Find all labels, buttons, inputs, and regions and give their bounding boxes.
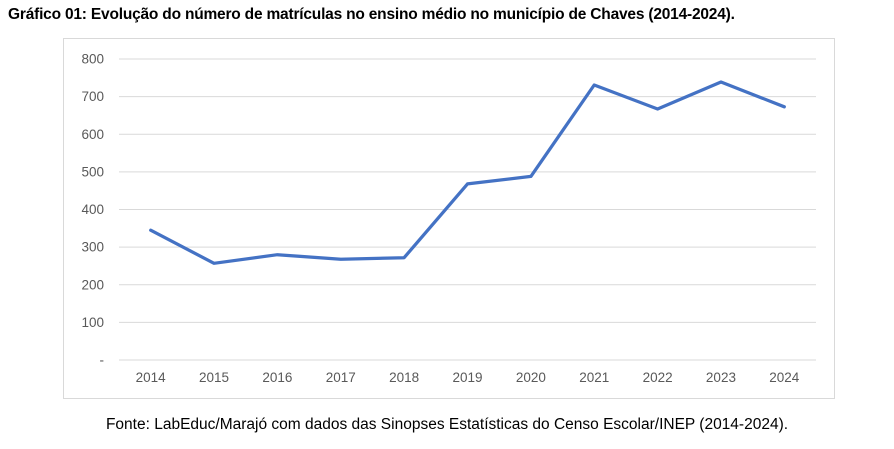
y-axis-tick-label: 800 <box>81 52 104 67</box>
x-axis-tick-label: 2018 <box>389 370 419 385</box>
chart-title: Gráfico 01: Evolução do número de matríc… <box>8 6 735 23</box>
y-axis-tick-label: - <box>100 353 105 368</box>
enrollment-series-line <box>149 80 786 265</box>
x-axis-tick-label: 2019 <box>452 370 482 385</box>
x-axis-tick-label: 2015 <box>199 370 229 385</box>
x-axis-tick-label: 2014 <box>136 370 167 385</box>
x-axis-tick-label: 2022 <box>643 370 673 385</box>
source-note: Fonte: LabEduc/Marajó com dados das Sino… <box>105 416 789 433</box>
y-axis-tick-label: 200 <box>81 277 104 292</box>
y-axis-tick-label: 500 <box>81 164 104 179</box>
y-axis-tick-label: 700 <box>81 89 104 104</box>
x-axis-tick-label: 2020 <box>516 370 546 385</box>
y-axis-tick-label: 600 <box>81 127 104 142</box>
x-axis-tick-label: 2021 <box>579 370 609 385</box>
y-axis-tick-label: 400 <box>81 202 104 217</box>
x-axis-tick-label: 2017 <box>326 370 356 385</box>
x-axis-tick-label: 2016 <box>262 370 292 385</box>
line-chart-canvas: - 100 200 300 400 500 600 700 800 2014 2015 2016 201… <box>81 52 816 385</box>
y-axis-tick-label: 100 <box>81 315 104 330</box>
plot-area-frame: - 100 200 300 400 500 600 700 800 2014 2015 2016 201… <box>63 38 835 399</box>
x-axis-tick-label: 2024 <box>769 370 800 385</box>
y-axis-tick-label: 300 <box>81 240 104 255</box>
x-axis-tick-label: 2023 <box>706 370 736 385</box>
